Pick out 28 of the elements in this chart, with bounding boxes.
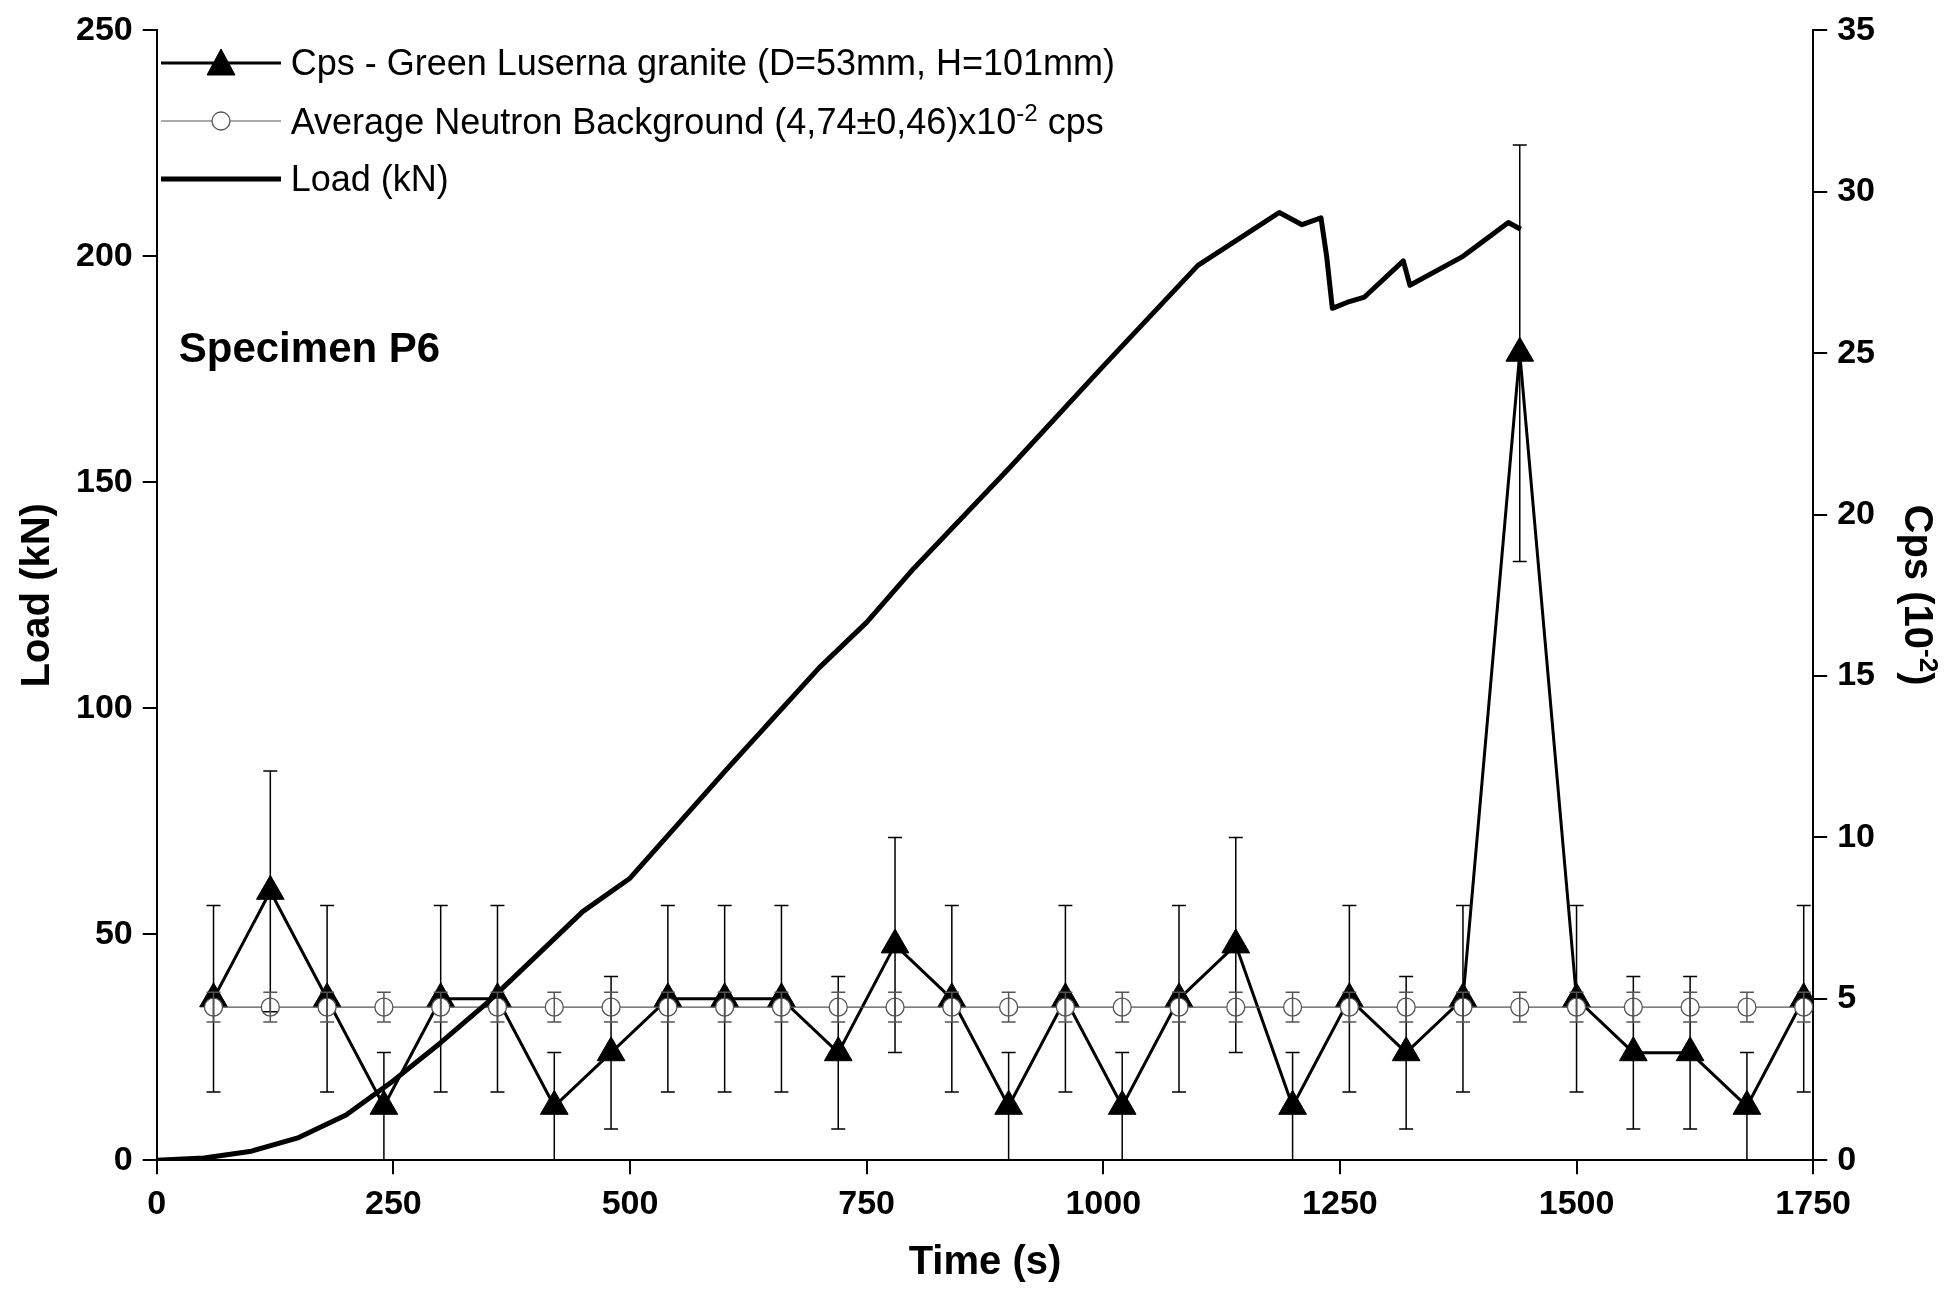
y2-tick-label: 5 [1837, 977, 1857, 1016]
y-tick-label: 150 [75, 460, 133, 499]
y-tick-label: 50 [94, 912, 133, 951]
x-tick-label: 1250 [1302, 1182, 1378, 1221]
y-tick-label: 100 [75, 686, 133, 725]
y-axis-title: Load (kN) [13, 503, 58, 688]
x-tick-label: 1750 [1775, 1182, 1851, 1221]
y2-tick-label: 0 [1837, 1138, 1857, 1177]
legend-label: Average Neutron Background (4,74±0,46)x10$^{-2}$ cps [290, 99, 1104, 144]
annotation: Specimen P6 [178, 323, 441, 371]
y-tick-label: 0 [113, 1138, 133, 1177]
x-axis-title: Time (s) [908, 1238, 1062, 1283]
x-tick-label: 1000 [1065, 1182, 1142, 1221]
y2-tick-label: 20 [1837, 492, 1876, 531]
legend-label: Load (kN) [290, 158, 449, 201]
x-tick-label: 1500 [1538, 1182, 1615, 1221]
y2-tick-label: 10 [1837, 815, 1876, 854]
y-tick-label: 250 [75, 8, 133, 47]
legend-label: Cps - Green Luserna granite (D=53mm, H=101mm) [290, 42, 1116, 85]
x-tick-label: 750 [838, 1182, 895, 1221]
y2-tick-label: 25 [1837, 331, 1876, 370]
y2-tick-label: 35 [1837, 8, 1876, 47]
x-tick-label: 500 [601, 1182, 659, 1221]
y2-tick-label: 30 [1837, 170, 1876, 209]
y-tick-label: 200 [75, 234, 133, 273]
x-tick-label: 0 [147, 1182, 167, 1221]
x-tick-label: 250 [365, 1182, 422, 1221]
y2-tick-label: 15 [1837, 654, 1876, 693]
